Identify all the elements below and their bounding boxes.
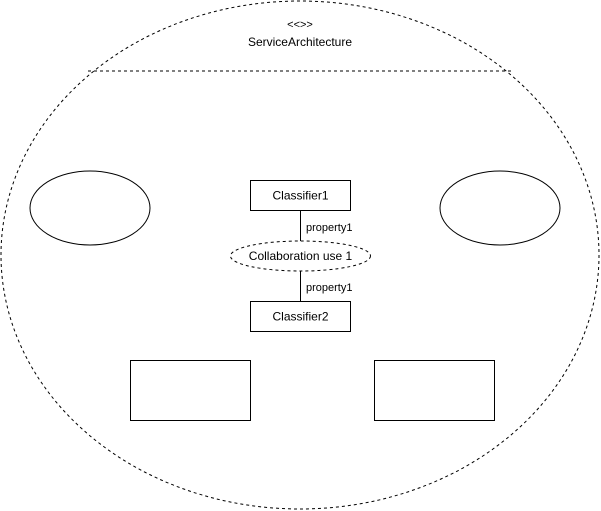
classifier2-box[interactable] xyxy=(250,301,351,332)
stereotype-label: <<>> xyxy=(287,19,313,31)
left-collaboration-use[interactable] xyxy=(29,170,151,246)
left-part-box[interactable] xyxy=(130,360,251,421)
role-label-top: property1 xyxy=(306,222,352,234)
collaboration-use-1-label: Collaboration use 1 xyxy=(249,249,353,263)
role-label-bottom: property1 xyxy=(306,282,352,294)
right-part-box[interactable] xyxy=(374,360,495,421)
classifier1-box[interactable] xyxy=(250,180,351,211)
classifier1-label: Classifier1 xyxy=(272,189,328,203)
classifier2-label: Classifier2 xyxy=(272,310,328,324)
right-collaboration-use[interactable] xyxy=(439,170,561,246)
collaboration-use-1[interactable] xyxy=(230,240,371,272)
architecture-name[interactable]: ServiceArchitecture xyxy=(248,35,352,49)
